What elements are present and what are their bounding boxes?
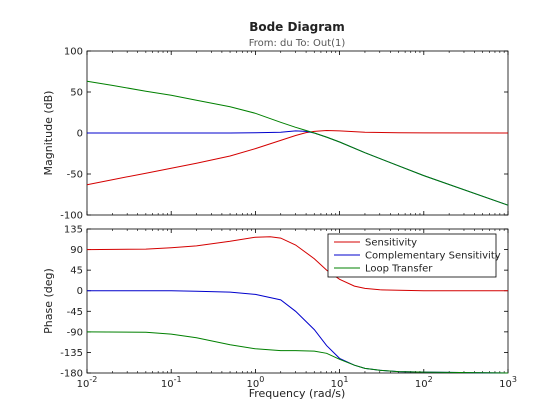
- magnitude-line-loop-transfer: [86, 80, 509, 206]
- magnitude-line-sensitivity: [86, 129, 509, 186]
- magnitude-y-axis-label: Magnitude (dB): [42, 91, 55, 176]
- x-axis-label: Frequency (rad/s): [249, 387, 346, 400]
- phase-line-loop-transfer: [86, 331, 509, 374]
- x-tick-label: 10-2: [77, 375, 98, 390]
- magnitude-axes: -100 -50 0 50 100: [60, 47, 509, 222]
- phase-y-tick-label: 0: [77, 286, 83, 297]
- phase-y-tick-label: -90: [67, 327, 83, 338]
- phase-y-tick-label: 135: [64, 225, 83, 236]
- phase-y-tick-label: 90: [70, 245, 83, 256]
- phase-series: [86, 236, 509, 374]
- magnitude-y-tick-label: -50: [67, 170, 83, 181]
- x-tick-label: 102: [415, 375, 433, 390]
- magnitude-x-ticks: [86, 51, 509, 215]
- x-tick-label: 103: [499, 375, 517, 390]
- phase-x-ticks: 10-2 10-1 100 101 102 103: [77, 229, 517, 390]
- chart-title: Bode Diagram: [249, 20, 345, 34]
- chart-subtitle: From: du To: Out(1): [249, 38, 346, 49]
- phase-y-tick-label: -45: [67, 307, 83, 318]
- phase-y-tick-label: 45: [70, 266, 83, 277]
- legend-label-sensitivity: Sensitivity: [365, 238, 417, 249]
- x-tick-label: 101: [331, 375, 349, 390]
- magnitude-y-tick-label: 0: [77, 129, 83, 140]
- legend: Sensitivity Complementary Sensitivity Lo…: [327, 233, 501, 278]
- magnitude-series: [86, 80, 509, 206]
- magnitude-y-tick-label: 50: [70, 88, 83, 99]
- legend-label-loop-transfer: Loop Transfer: [365, 264, 433, 275]
- x-tick-label: 10-1: [161, 375, 182, 390]
- phase-line-sensitivity: [86, 236, 508, 292]
- x-tick-label: 100: [246, 375, 264, 390]
- magnitude-y-tick-label: 100: [64, 47, 83, 58]
- phase-y-axis-label: Phase (deg): [42, 268, 55, 334]
- magnitude-y-tick-label: -100: [60, 211, 83, 222]
- phase-y-tick-label: -180: [60, 369, 83, 380]
- legend-label-complementary-sensitivity: Complementary Sensitivity: [365, 251, 501, 262]
- phase-y-tick-label: -135: [60, 348, 83, 359]
